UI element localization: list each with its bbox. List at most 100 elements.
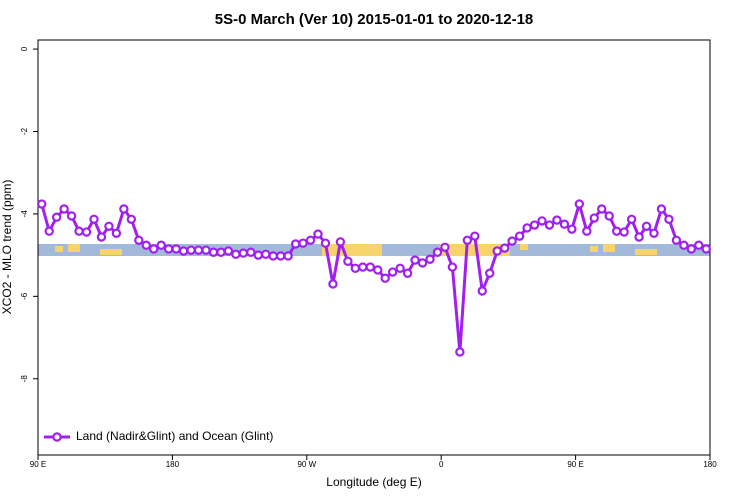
point: [66, 211, 77, 221]
point: [51, 212, 62, 222]
series-line: [40, 198, 707, 353]
x-tick-label: 90 E: [30, 460, 46, 469]
point: [656, 204, 667, 214]
point: [552, 215, 562, 225]
point: [186, 245, 196, 255]
point: [402, 268, 413, 278]
point: [350, 263, 361, 274]
point: [514, 231, 525, 241]
point: [485, 268, 495, 278]
point: [320, 238, 331, 248]
point: [343, 256, 353, 267]
legend-label: Land (Nadir&Glint) and Ocean (Glint): [76, 429, 273, 443]
y-tick-label: -2: [20, 127, 29, 135]
point: [37, 199, 47, 209]
point: [641, 221, 652, 231]
point: [231, 249, 241, 259]
point: [432, 247, 443, 257]
point: [694, 240, 704, 250]
y-tick-label: -6: [20, 292, 29, 300]
chart-title: 5S-0 March (Ver 10) 2015-01-01 to 2020-1…: [215, 11, 534, 28]
point: [89, 214, 99, 224]
point: [111, 228, 122, 238]
point: [634, 232, 644, 242]
x-tick-label: 0: [439, 460, 444, 469]
x-tick-label: 90 W: [297, 460, 316, 469]
point: [544, 220, 555, 230]
x-tick-label: 180: [703, 460, 717, 469]
point: [522, 223, 532, 233]
point: [701, 244, 711, 254]
point: [380, 273, 390, 283]
point: [395, 263, 405, 274]
point: [626, 214, 637, 224]
point: [74, 226, 84, 236]
y-tick-label: -8: [20, 375, 29, 383]
point: [305, 235, 316, 245]
point: [59, 204, 69, 214]
point: [163, 244, 174, 254]
map-strip: [38, 244, 710, 256]
point: [664, 214, 674, 224]
point: [253, 250, 263, 260]
point: [492, 246, 502, 256]
point: [425, 254, 435, 264]
point: [671, 235, 682, 245]
point: [96, 232, 107, 242]
point: [246, 247, 256, 257]
point: [417, 258, 428, 268]
point: [156, 240, 166, 250]
point: [537, 216, 547, 226]
point: [268, 251, 278, 261]
point: [604, 211, 614, 221]
point: [567, 224, 577, 234]
x-tick-label: 90 E: [567, 460, 583, 469]
point: [104, 221, 114, 231]
y-tick-label: -4: [20, 210, 29, 218]
point: [611, 226, 622, 236]
point: [126, 214, 137, 224]
y-axis-label: XCO2 - MLO trend (ppm): [0, 180, 14, 315]
point: [440, 242, 450, 252]
point: [358, 262, 368, 272]
point: [649, 228, 659, 238]
point: [574, 199, 585, 209]
point: [455, 347, 465, 357]
point: [679, 240, 689, 250]
x-tick-label: 180: [166, 460, 180, 469]
point: [373, 265, 383, 275]
point: [81, 227, 92, 237]
point: [447, 262, 458, 272]
point: [597, 204, 607, 214]
point: [582, 226, 592, 236]
point: [208, 247, 219, 257]
point: [223, 246, 234, 256]
point: [686, 244, 697, 254]
point: [462, 235, 473, 245]
point: [477, 286, 487, 296]
point: [507, 236, 517, 246]
point: [559, 219, 570, 229]
point: [119, 204, 129, 214]
point: [619, 227, 629, 237]
point: [134, 235, 144, 245]
point: [216, 247, 226, 257]
point: [275, 251, 286, 261]
point: [298, 238, 308, 248]
point: [365, 262, 375, 272]
point: [335, 237, 346, 247]
point: [193, 245, 204, 255]
point: [290, 239, 301, 249]
point: [283, 251, 293, 261]
point: [44, 226, 54, 236]
point: [313, 229, 323, 239]
point: [499, 243, 510, 253]
y-tick-label: 0: [20, 46, 29, 51]
point: [171, 244, 181, 254]
x-axis-label: Longitude (deg E): [326, 475, 421, 489]
legend-marker: [52, 432, 62, 442]
point: [470, 231, 480, 241]
point: [529, 220, 540, 230]
